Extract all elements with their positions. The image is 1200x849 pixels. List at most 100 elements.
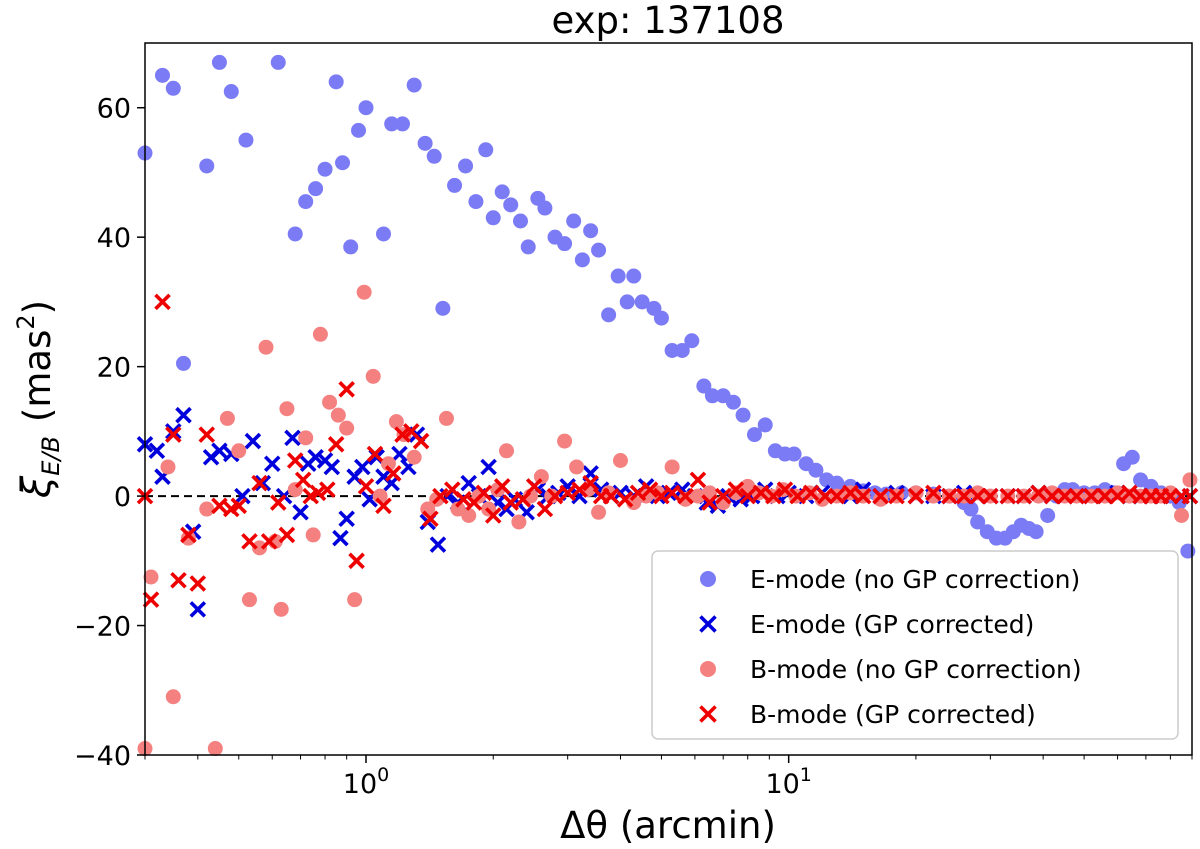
data-point-s0-5 [211, 54, 227, 70]
data-point-s3-32 [432, 487, 449, 505]
data-point-s2-9 [241, 592, 257, 608]
data-point-s0-1 [154, 67, 170, 83]
data-point-s0-33 [520, 239, 536, 255]
data-point-s3-57 [714, 487, 732, 505]
data-point-s3-53 [663, 484, 681, 502]
data-point-s0-93 [1124, 449, 1140, 465]
y-tick-label-5: 60 [97, 94, 131, 125]
data-point-s3-20 [319, 481, 336, 498]
data-point-s0-11 [308, 181, 324, 197]
data-point-s2-79 [1044, 485, 1060, 501]
data-point-s1-8 [211, 442, 228, 460]
data-point-s0-8 [270, 54, 286, 70]
data-point-s2-17 [305, 527, 321, 543]
x-tick-label-1: 101 [765, 764, 811, 800]
data-point-s2-71 [925, 488, 941, 504]
data-point-s0-23 [426, 148, 442, 164]
data-point-s3-61 [765, 487, 782, 505]
legend-label-1: E-mode (GP corrected) [750, 610, 1034, 639]
data-point-s1-10 [234, 487, 251, 505]
data-point-s3-39 [502, 494, 520, 511]
series-3 [136, 293, 1199, 608]
data-point-s2-43 [557, 433, 573, 449]
y-tick-label-1: −20 [74, 612, 131, 643]
data-point-s3-69 [872, 487, 889, 505]
data-point-s1-16 [292, 503, 309, 521]
data-point-s2-5 [199, 501, 215, 517]
data-point-s3-66 [828, 487, 846, 505]
data-point-s1-38 [480, 458, 497, 476]
data-point-s3-74 [955, 487, 973, 505]
data-point-s1-12 [254, 474, 272, 492]
data-point-s3-92 [1181, 487, 1199, 505]
data-point-s0-41 [591, 242, 607, 258]
legend: E-mode (no GP correction) E-mode (GP corr… [651, 550, 1179, 740]
data-point-s3-70 [888, 487, 905, 505]
data-point-s0-30 [494, 184, 510, 200]
data-point-s0-12 [317, 161, 333, 177]
data-point-s0-10 [298, 194, 314, 210]
data-point-s2-84 [1110, 485, 1126, 501]
data-point-s0-43 [610, 268, 626, 284]
data-point-s3-3 [165, 426, 182, 443]
data-point-s0-40 [583, 223, 599, 239]
data-point-s1-21 [332, 529, 349, 547]
data-point-s2-4 [180, 530, 196, 546]
data-point-s1-3 [165, 423, 182, 440]
legend-marker-2 [700, 661, 716, 677]
data-point-s2-7 [219, 410, 235, 426]
data-point-s2-2 [160, 459, 176, 475]
data-point-s3-15 [278, 526, 296, 544]
data-point-s0-22 [417, 135, 433, 151]
data-point-s1-22 [338, 510, 355, 528]
data-point-s0-39 [574, 252, 590, 268]
data-point-s0-52 [696, 378, 712, 394]
legend-label-0: E-mode (no GP correction) [750, 565, 1080, 594]
data-point-s2-52 [664, 459, 680, 475]
data-point-s2-20 [330, 407, 346, 423]
data-point-s0-61 [786, 446, 802, 462]
data-point-s3-85 [1109, 487, 1126, 505]
plot-frame [144, 42, 1193, 756]
data-point-s3-54 [677, 487, 694, 505]
legend-label-2: B-mode (no GP correction) [750, 655, 1082, 684]
data-point-s1-36 [460, 474, 478, 492]
data-point-s0-32 [512, 213, 528, 229]
data-point-s2-32 [438, 410, 454, 426]
data-point-s2-48 [612, 452, 628, 468]
data-point-s0-29 [485, 210, 501, 226]
legend-box [651, 550, 1179, 740]
data-point-s2-22 [347, 592, 363, 608]
data-point-s2-78 [1030, 488, 1046, 504]
data-point-s3-10 [230, 497, 248, 515]
data-point-s0-24 [435, 300, 451, 316]
data-point-s3-42 [536, 500, 554, 518]
data-point-s3-24 [357, 478, 375, 495]
data-point-s3-13 [260, 533, 278, 550]
data-point-s3-80 [1043, 487, 1061, 505]
data-point-s3-27 [384, 465, 402, 482]
data-point-s3-86 [1121, 484, 1138, 502]
data-point-s3-73 [941, 487, 958, 505]
data-point-s0-21 [406, 77, 422, 93]
data-point-s3-30 [412, 432, 430, 450]
data-point-s0-51 [684, 333, 700, 349]
data-point-s3-19 [309, 484, 327, 502]
data-point-s3-31 [422, 510, 439, 528]
data-point-s3-28 [394, 426, 411, 443]
data-point-s2-1 [143, 569, 159, 585]
data-point-s3-16 [286, 452, 304, 469]
data-point-s3-21 [327, 436, 345, 453]
data-point-s3-8 [211, 497, 228, 515]
data-point-s2-27 [388, 414, 404, 430]
data-point-s0-45 [626, 268, 642, 284]
data-point-s2-38 [499, 443, 515, 459]
y-axis-title-unit-exponent: 2 [12, 314, 40, 329]
data-point-s0-44 [619, 294, 635, 310]
data-point-s3-58 [727, 481, 745, 498]
data-point-s0-55 [725, 394, 741, 410]
data-point-s3-60 [752, 484, 770, 502]
y-axis-title-unit: (mas [16, 330, 59, 422]
y-axis-title-symbol: ξ [14, 475, 60, 499]
data-point-s3-2 [154, 293, 171, 311]
